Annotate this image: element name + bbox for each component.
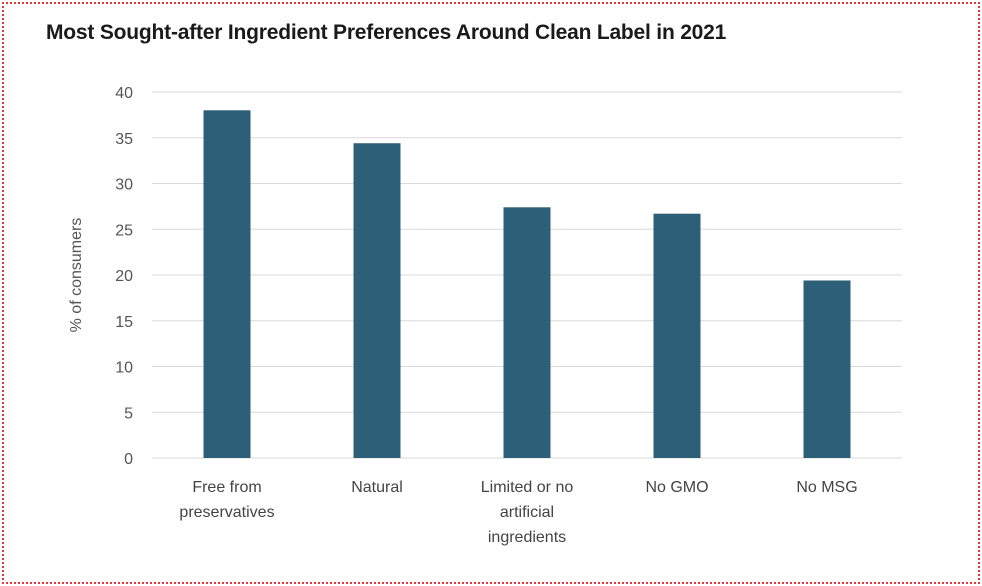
bar bbox=[503, 207, 551, 458]
y-tick-label: 10 bbox=[115, 360, 133, 377]
y-tick-label: 40 bbox=[115, 85, 133, 102]
bar bbox=[803, 280, 851, 458]
y-tick-label: 30 bbox=[115, 177, 133, 194]
y-tick-label: 5 bbox=[124, 405, 133, 422]
y-axis-label: % of consumers bbox=[68, 218, 85, 333]
x-tick-label: Limited or no artificial ingredients bbox=[481, 479, 574, 546]
y-tick-label: 25 bbox=[115, 222, 133, 239]
y-tick-label: 20 bbox=[115, 268, 133, 285]
bar bbox=[353, 143, 401, 459]
y-tick-label: 35 bbox=[115, 131, 133, 148]
x-tick-label: No MSG bbox=[796, 479, 857, 496]
chart-title: Most Sought-after Ingredient Preferences… bbox=[46, 21, 727, 44]
y-tick-label: 15 bbox=[115, 314, 133, 331]
x-tick-label: Natural bbox=[351, 479, 403, 496]
x-tick-label: No GMO bbox=[645, 479, 708, 496]
bar bbox=[203, 110, 251, 459]
bar bbox=[653, 213, 701, 458]
y-tick-label: 0 bbox=[124, 451, 133, 468]
x-tick-label: Free from preservatives bbox=[179, 479, 274, 521]
